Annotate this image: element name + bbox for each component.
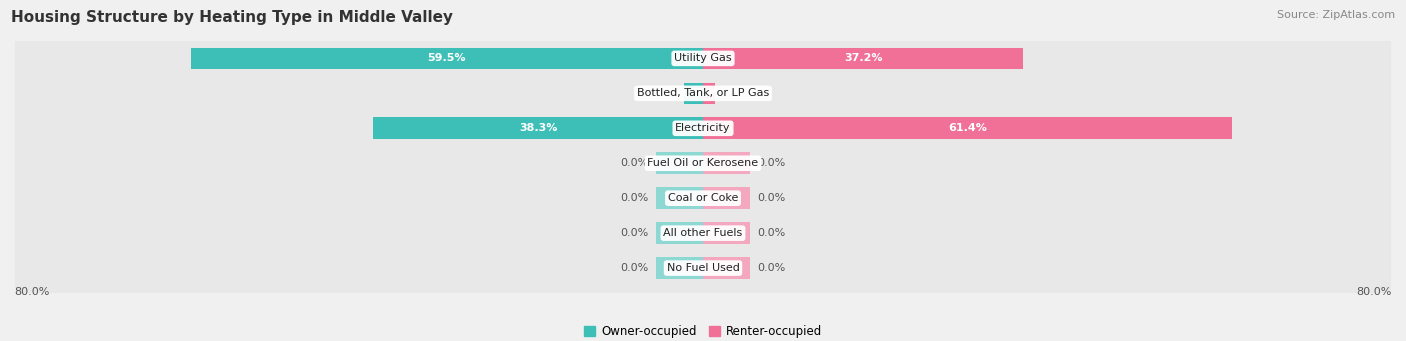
Bar <box>14 111 1392 146</box>
Text: 0.0%: 0.0% <box>620 228 648 238</box>
Text: 0.0%: 0.0% <box>758 228 786 238</box>
Text: Housing Structure by Heating Type in Middle Valley: Housing Structure by Heating Type in Mid… <box>11 10 453 25</box>
Text: Bottled, Tank, or LP Gas: Bottled, Tank, or LP Gas <box>637 88 769 98</box>
Text: 38.3%: 38.3% <box>519 123 557 133</box>
Text: No Fuel Used: No Fuel Used <box>666 263 740 273</box>
Text: All other Fuels: All other Fuels <box>664 228 742 238</box>
Text: 1.4%: 1.4% <box>693 88 724 98</box>
Bar <box>14 181 1392 216</box>
Text: 80.0%: 80.0% <box>1357 287 1392 297</box>
FancyBboxPatch shape <box>15 29 1391 87</box>
Text: 0.0%: 0.0% <box>758 158 786 168</box>
Text: 0.0%: 0.0% <box>758 263 786 273</box>
Bar <box>703 83 716 104</box>
Text: Source: ZipAtlas.com: Source: ZipAtlas.com <box>1277 10 1395 20</box>
Bar <box>14 251 1392 285</box>
Bar <box>191 47 703 69</box>
Legend: Owner-occupied, Renter-occupied: Owner-occupied, Renter-occupied <box>579 321 827 341</box>
Bar <box>655 222 703 244</box>
Text: Coal or Coke: Coal or Coke <box>668 193 738 203</box>
Text: 80.0%: 80.0% <box>14 287 49 297</box>
Text: Fuel Oil or Kerosene: Fuel Oil or Kerosene <box>647 158 759 168</box>
Text: 37.2%: 37.2% <box>844 54 883 63</box>
Bar <box>685 83 703 104</box>
Bar <box>14 146 1392 181</box>
FancyBboxPatch shape <box>15 239 1391 297</box>
Text: 59.5%: 59.5% <box>427 54 465 63</box>
Text: 61.4%: 61.4% <box>948 123 987 133</box>
Text: 0.0%: 0.0% <box>620 158 648 168</box>
FancyBboxPatch shape <box>15 134 1391 192</box>
Bar <box>373 117 703 139</box>
Text: 0.0%: 0.0% <box>620 193 648 203</box>
Bar <box>703 187 751 209</box>
Text: 2.2%: 2.2% <box>678 88 709 98</box>
Text: 0.0%: 0.0% <box>758 193 786 203</box>
Bar <box>14 41 1392 76</box>
Bar <box>655 152 703 174</box>
FancyBboxPatch shape <box>15 204 1391 262</box>
Bar <box>655 257 703 279</box>
Bar <box>703 257 751 279</box>
Bar <box>14 76 1392 111</box>
Text: 0.0%: 0.0% <box>620 263 648 273</box>
Text: Utility Gas: Utility Gas <box>675 54 731 63</box>
Bar <box>655 187 703 209</box>
Text: Electricity: Electricity <box>675 123 731 133</box>
Bar <box>703 222 751 244</box>
Bar <box>703 152 751 174</box>
Bar <box>703 117 1232 139</box>
FancyBboxPatch shape <box>15 64 1391 122</box>
Bar <box>14 216 1392 251</box>
Bar <box>703 47 1024 69</box>
FancyBboxPatch shape <box>15 99 1391 157</box>
FancyBboxPatch shape <box>15 169 1391 227</box>
